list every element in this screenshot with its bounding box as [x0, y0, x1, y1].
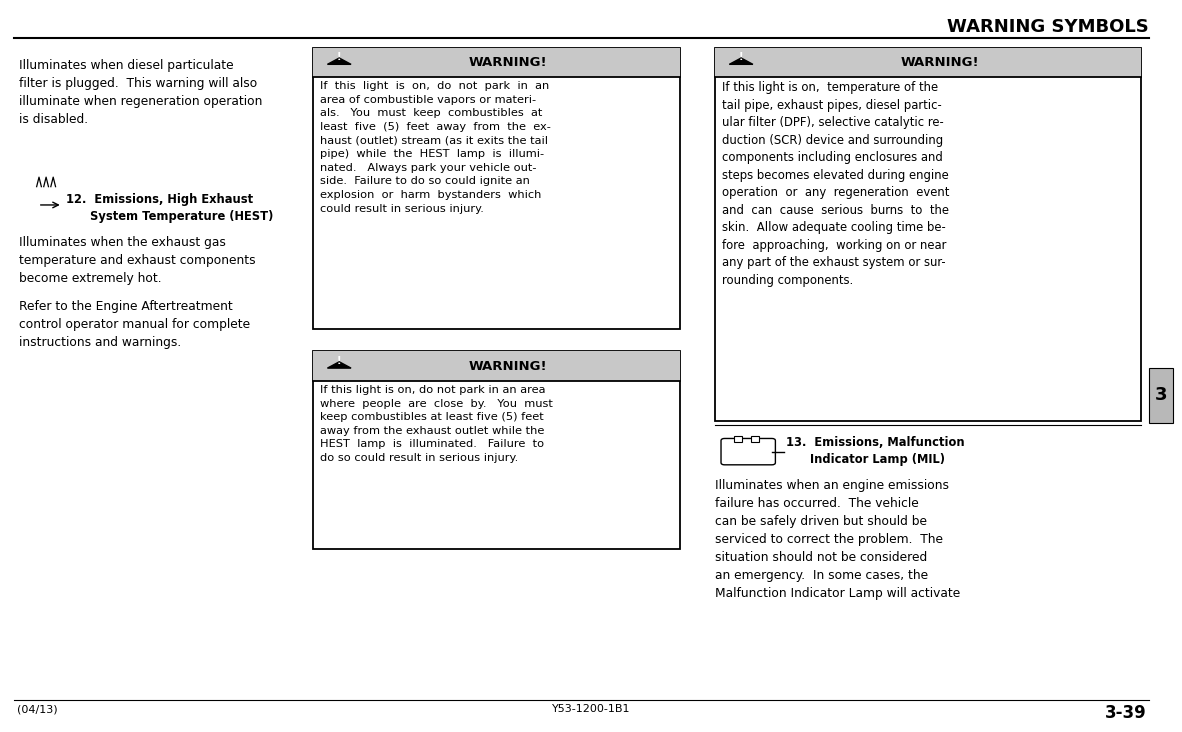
Text: WARNING!: WARNING! — [901, 56, 979, 69]
Polygon shape — [327, 58, 351, 64]
Text: Illuminates when the exhaust gas
temperature and exhaust components
become extre: Illuminates when the exhaust gas tempera… — [19, 236, 255, 285]
Text: !: ! — [739, 52, 743, 61]
Text: !: ! — [337, 356, 342, 365]
Text: WARNING SYMBOLS: WARNING SYMBOLS — [947, 18, 1149, 37]
Text: Illuminates when an engine emissions
failure has occurred.  The vehicle
can be s: Illuminates when an engine emissions fai… — [715, 479, 960, 600]
Text: Y53-1200-1B1: Y53-1200-1B1 — [552, 704, 630, 714]
Text: If  this  light  is  on,  do  not  park  in  an
area of combustible vapors or ma: If this light is on, do not park in an a… — [320, 81, 551, 214]
Text: 12.  Emissions, High Exhaust
      System Temperature (HEST): 12. Emissions, High Exhaust System Tempe… — [66, 193, 273, 223]
Text: If this light is on, do not park in an area
where  people  are  close  by.   You: If this light is on, do not park in an a… — [320, 385, 553, 463]
FancyBboxPatch shape — [313, 48, 680, 329]
FancyBboxPatch shape — [313, 48, 680, 77]
Text: (04/13): (04/13) — [17, 704, 57, 714]
FancyBboxPatch shape — [715, 48, 1141, 421]
Text: WARNING!: WARNING! — [469, 359, 547, 373]
Text: If this light is on,  temperature of the
tail pipe, exhaust pipes, diesel partic: If this light is on, temperature of the … — [722, 81, 949, 287]
Text: Illuminates when diesel particulate
filter is plugged.  This warning will also
i: Illuminates when diesel particulate filt… — [19, 59, 262, 126]
Polygon shape — [327, 362, 351, 368]
Text: !: ! — [337, 52, 342, 61]
FancyBboxPatch shape — [1149, 367, 1173, 422]
FancyBboxPatch shape — [751, 436, 759, 442]
FancyBboxPatch shape — [313, 351, 680, 549]
FancyBboxPatch shape — [734, 436, 742, 442]
Text: 3-39: 3-39 — [1105, 704, 1147, 722]
FancyBboxPatch shape — [715, 48, 1141, 77]
Text: 13.  Emissions, Malfunction
      Indicator Lamp (MIL): 13. Emissions, Malfunction Indicator Lam… — [786, 436, 965, 466]
Polygon shape — [729, 58, 753, 64]
FancyBboxPatch shape — [313, 351, 680, 381]
Text: Refer to the Engine Aftertreatment
control operator manual for complete
instruct: Refer to the Engine Aftertreatment contr… — [19, 300, 251, 349]
FancyBboxPatch shape — [721, 438, 775, 465]
Text: WARNING!: WARNING! — [469, 56, 547, 69]
Text: 3: 3 — [1155, 386, 1167, 404]
